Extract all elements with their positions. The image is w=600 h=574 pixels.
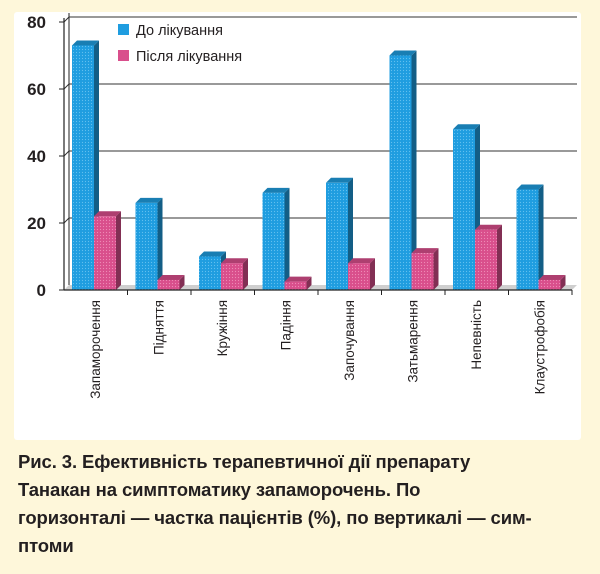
y-tick-label: 0 <box>37 281 46 300</box>
bar-side <box>538 184 544 290</box>
x-tick-label: Клаустрофобія <box>533 300 548 394</box>
bar <box>475 224 502 290</box>
bar-front <box>516 189 539 290</box>
bar <box>135 197 163 290</box>
bars-layer <box>72 40 566 291</box>
bar-chart: 0 20 40 60 80 Запаморочення Підняття Кружіння Па… <box>27 13 577 399</box>
bar-front <box>538 279 561 290</box>
bar <box>411 248 439 290</box>
x-tick-label: Кружіння <box>215 300 230 356</box>
gridline-diagonal <box>63 16 70 23</box>
grid-layer <box>63 16 577 290</box>
legend-swatch <box>118 24 129 35</box>
caption-line-2: Танакан на симптоматику запаморочень. По <box>18 479 421 500</box>
bar-front <box>475 229 497 290</box>
gridline-diagonal <box>63 83 70 90</box>
legend-item: До лікування <box>118 23 223 39</box>
bar-side <box>243 258 248 290</box>
bar-side <box>284 187 290 290</box>
gridline-diagonal <box>63 150 70 157</box>
x-tick-label: Запаморочення <box>88 300 103 399</box>
bar-top <box>221 258 248 264</box>
bar-top <box>262 187 290 193</box>
bar-front <box>411 253 434 290</box>
y-tick-label: 20 <box>27 214 46 233</box>
legend-swatch <box>118 50 129 61</box>
bar-front <box>389 55 412 290</box>
bar-side <box>411 50 417 290</box>
bar-side <box>116 211 121 290</box>
bar-front <box>284 281 307 290</box>
bar <box>516 184 544 290</box>
y-tick-label: 80 <box>27 13 46 32</box>
bar-front <box>453 129 475 290</box>
bar-top <box>516 184 544 190</box>
bar-front <box>326 182 348 290</box>
bar-top <box>157 274 185 280</box>
bar <box>94 211 121 290</box>
x-tick-label: Підняття <box>152 300 167 355</box>
bar-top <box>453 124 480 130</box>
bar-side <box>306 276 312 290</box>
bar-front <box>262 192 285 290</box>
bar <box>389 50 417 290</box>
bar-front <box>221 263 243 290</box>
bar-side <box>179 274 185 290</box>
bar-top <box>199 251 226 257</box>
bar-front <box>157 279 180 290</box>
bar-side <box>433 248 439 290</box>
bar-top <box>94 211 121 217</box>
y-tick-label: 40 <box>27 147 46 166</box>
bar-front <box>72 45 94 291</box>
bar-top <box>411 248 439 254</box>
legend-label: Після лікування <box>136 49 242 65</box>
bar-top <box>135 197 163 203</box>
bar <box>284 276 312 290</box>
bar <box>538 274 566 290</box>
bar-side <box>560 274 566 290</box>
gridline-diagonal <box>63 217 70 224</box>
legend-item: Після лікування <box>118 49 242 65</box>
bar-front <box>135 202 158 290</box>
bar-top <box>72 40 99 46</box>
bar <box>221 258 248 290</box>
bar-front <box>199 256 221 290</box>
bar <box>157 274 185 290</box>
bar-top <box>538 274 566 280</box>
legend-label: До лікування <box>136 23 223 39</box>
bar <box>348 258 375 290</box>
x-tick-label: Започування <box>342 300 357 381</box>
caption-line-3: горизонталі — частка пацієнтів (%), по в… <box>18 507 532 528</box>
chart-floor <box>64 285 577 290</box>
x-tick-label: Затьмарення <box>406 300 421 383</box>
axis-layer: 0 20 40 60 80 Запаморочення Підняття Кружіння Па… <box>27 13 573 399</box>
y-tick-label: 60 <box>27 80 46 99</box>
bar-top <box>326 177 353 183</box>
bar-side <box>370 258 375 290</box>
bar <box>262 187 290 290</box>
x-tick-label: Падіння <box>279 300 294 350</box>
bar-front <box>94 216 116 290</box>
bar-top <box>348 258 375 264</box>
legend: До лікування Після лікування <box>118 23 242 65</box>
bar-front <box>348 263 370 290</box>
bar-side <box>157 197 163 290</box>
bar-top <box>475 224 502 230</box>
figure-caption: Рис. 3. Ефективність терапевтичної дії п… <box>18 448 588 560</box>
caption-line-4: птоми <box>18 535 74 556</box>
bar-top <box>389 50 417 56</box>
bar-top <box>284 276 312 282</box>
caption-line-1: Рис. 3. Ефективність терапевтичної дії п… <box>18 451 471 472</box>
bar-side <box>497 224 502 290</box>
x-tick-label: Непевність <box>469 300 484 370</box>
